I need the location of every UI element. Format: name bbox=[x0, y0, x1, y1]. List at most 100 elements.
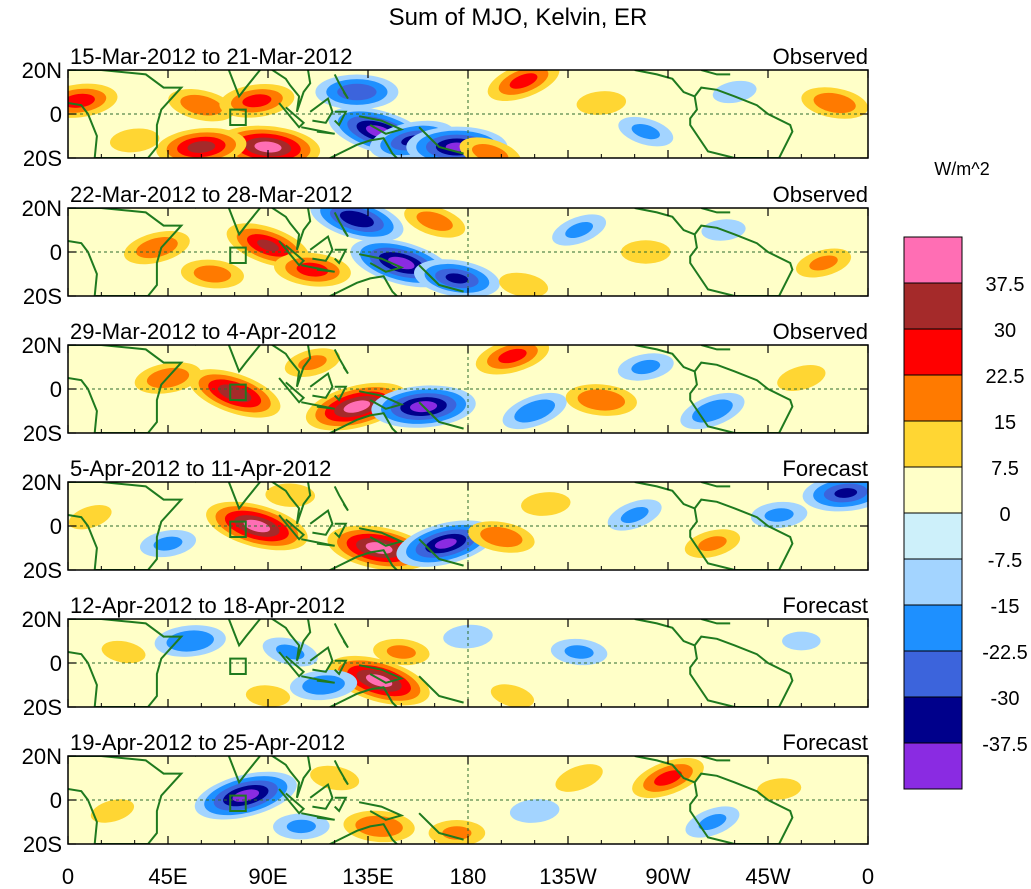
anomaly-blob bbox=[404, 208, 466, 238]
anomaly-contour bbox=[254, 141, 282, 153]
anomaly-blob bbox=[139, 530, 197, 558]
anomaly-blob bbox=[310, 208, 404, 242]
coastline bbox=[634, 482, 794, 570]
anomaly-contour bbox=[339, 210, 374, 228]
anomaly-contour bbox=[286, 819, 316, 834]
anomaly-field bbox=[101, 624, 821, 707]
region-box bbox=[229, 383, 247, 402]
coastline bbox=[327, 686, 399, 707]
coastline bbox=[68, 208, 184, 296]
colorbar-level-label: -22.5 bbox=[982, 642, 1028, 664]
coastline bbox=[358, 253, 405, 273]
anomaly-contour bbox=[834, 488, 858, 498]
panel-3: 20N 0 20S 29-Mar-2012 to 4-Apr-2012 Observed bbox=[22, 319, 869, 446]
colorbar-swatch bbox=[903, 282, 963, 330]
coastline bbox=[301, 126, 335, 135]
coastline bbox=[418, 538, 464, 567]
anomaly-contour bbox=[434, 538, 457, 549]
anomaly-contour bbox=[514, 399, 556, 423]
anomaly-contour bbox=[631, 359, 661, 375]
coastline bbox=[701, 70, 731, 76]
colorbar-level-label: -7.5 bbox=[988, 550, 1022, 572]
panel-period-label: 12-Apr-2012 to 18-Apr-2012 bbox=[70, 593, 345, 618]
anomaly-blob bbox=[576, 91, 627, 115]
colorbar-swatch bbox=[903, 696, 963, 744]
coastline bbox=[701, 208, 731, 214]
anomaly-contour bbox=[302, 675, 345, 695]
coastline bbox=[701, 619, 731, 625]
chart-title: Sum of MJO, Kelvin, ER bbox=[389, 4, 648, 31]
coastline bbox=[194, 482, 312, 525]
anomaly-contour bbox=[242, 94, 272, 108]
panel-period-label: 29-Mar-2012 to 4-Apr-2012 bbox=[70, 319, 337, 344]
colorbar-level-label: 37.5 bbox=[986, 274, 1025, 296]
anomaly-blob bbox=[90, 799, 135, 823]
coastline bbox=[309, 645, 334, 673]
anomaly-contour bbox=[355, 815, 403, 837]
anomaly-blob bbox=[521, 492, 571, 516]
anomaly-blob bbox=[607, 499, 662, 531]
coastline bbox=[418, 126, 464, 155]
colorbar-swatch bbox=[903, 420, 963, 468]
anomaly-contour bbox=[416, 211, 453, 231]
coastline bbox=[278, 102, 306, 129]
panel-4: 20N 0 20S 5-Apr-2012 to 11-Apr-2012 Forecast bbox=[22, 456, 869, 583]
anomaly-blob bbox=[328, 655, 430, 706]
anomaly-blob bbox=[712, 80, 757, 104]
anomaly-contour bbox=[443, 624, 493, 649]
anomaly-blob bbox=[565, 384, 637, 416]
anomaly-contour bbox=[809, 255, 838, 271]
anomaly-blob bbox=[509, 799, 560, 823]
anomaly-field bbox=[68, 70, 868, 158]
coastline bbox=[278, 788, 306, 815]
anomaly-contour bbox=[445, 273, 469, 284]
panel-1: 20N 0 20S 15-Mar-2012 to 21-Mar-2012 Observe… bbox=[22, 44, 869, 171]
anomaly-contour bbox=[509, 73, 538, 89]
anomaly-blob bbox=[265, 483, 316, 507]
coastline bbox=[358, 664, 405, 684]
anomaly-blob bbox=[490, 684, 535, 707]
anomaly-contour bbox=[654, 770, 682, 786]
y-tick-label: 0 bbox=[50, 788, 62, 813]
anomaly-contour bbox=[153, 536, 183, 551]
coastline bbox=[278, 240, 306, 267]
colorbar-swatch bbox=[903, 650, 963, 698]
anomaly-blob bbox=[487, 70, 560, 102]
anomaly-field bbox=[134, 345, 826, 431]
coastline bbox=[301, 264, 335, 273]
coastline bbox=[194, 619, 312, 662]
anomaly-contour bbox=[498, 348, 527, 364]
panel-2: 20N 0 20S 22-Mar-2012 to 28-Mar-2012 Observe… bbox=[22, 182, 869, 309]
region-box bbox=[229, 657, 247, 675]
coastline bbox=[309, 96, 334, 124]
coastline bbox=[333, 110, 348, 127]
colorbar-level-label: -15 bbox=[991, 596, 1020, 618]
coastline bbox=[194, 345, 312, 388]
anomaly-blob bbox=[777, 365, 826, 391]
x-tick-label: 45E bbox=[148, 864, 187, 889]
coastlines bbox=[68, 482, 794, 570]
y-tick-label: 20S bbox=[23, 558, 62, 583]
region-box bbox=[229, 794, 247, 812]
anomaly-blob bbox=[555, 764, 603, 792]
coastline bbox=[333, 759, 349, 786]
panel-status-label: Forecast bbox=[782, 593, 868, 618]
anomaly-blob bbox=[618, 116, 674, 147]
x-tick-label: 0 bbox=[62, 864, 74, 889]
y-tick-label: 0 bbox=[50, 377, 62, 402]
anomaly-contour bbox=[499, 272, 549, 296]
coastline bbox=[278, 377, 306, 404]
y-tick-label: 20S bbox=[23, 146, 62, 171]
coastline bbox=[418, 401, 464, 430]
coastline bbox=[309, 371, 334, 399]
coastline bbox=[634, 619, 794, 707]
anomaly-blob bbox=[552, 214, 607, 246]
colorbar-swatch bbox=[903, 512, 963, 560]
x-axis: 0 45E 90E 135E 180 135W 90W 45W 0 bbox=[62, 864, 874, 889]
anomaly-blob bbox=[756, 778, 802, 800]
colorbar-level-label: 7.5 bbox=[991, 458, 1019, 480]
coastline bbox=[68, 70, 184, 158]
coastline bbox=[333, 522, 348, 539]
anomaly-contour bbox=[521, 492, 571, 516]
colorbar-level-label: 0 bbox=[999, 504, 1010, 526]
